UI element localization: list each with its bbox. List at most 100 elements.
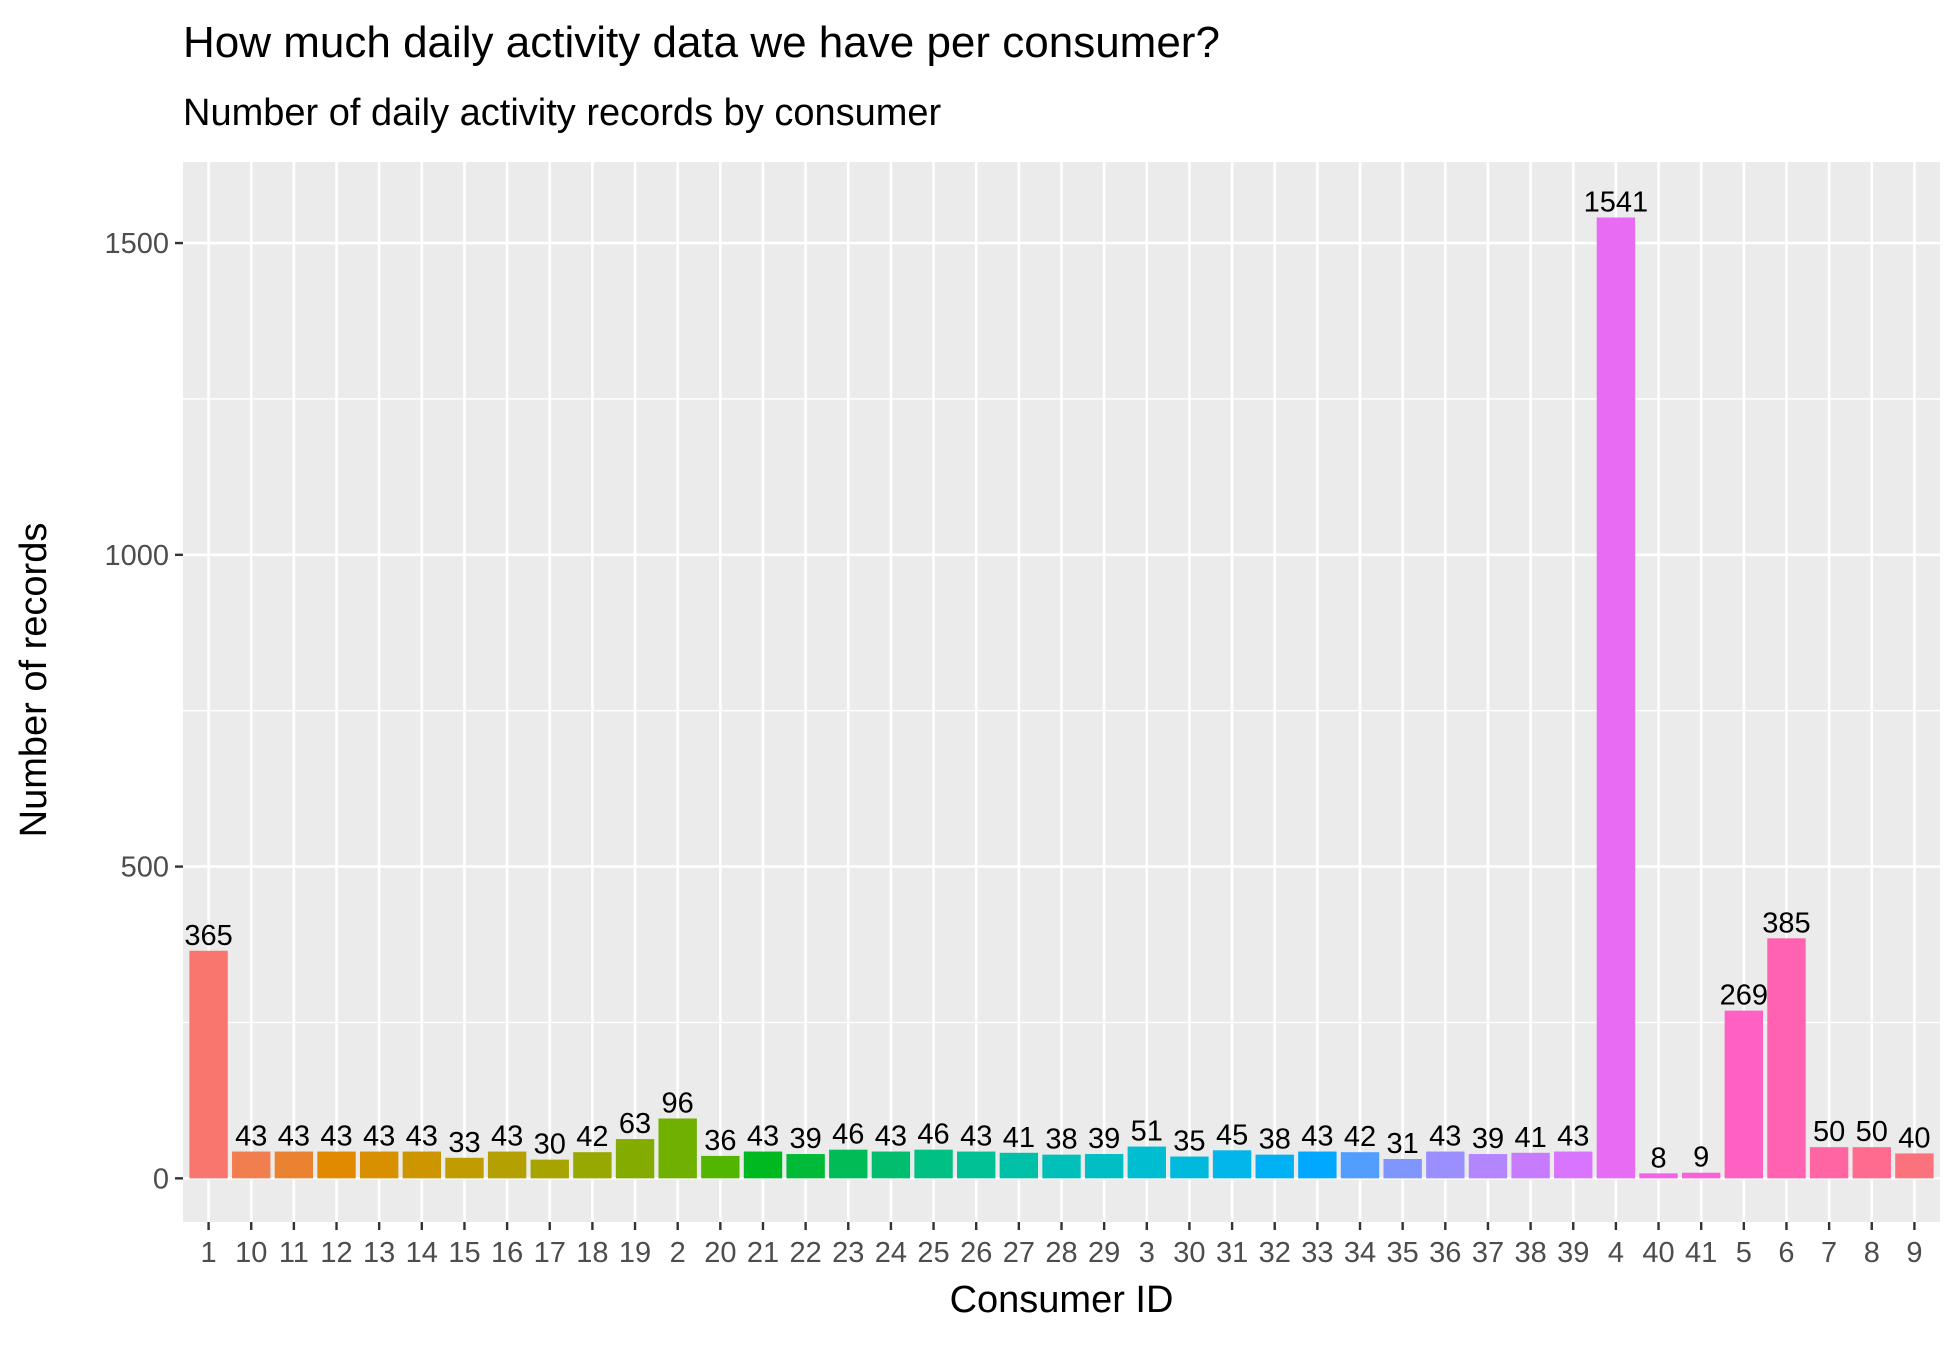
x-tick-label: 40 <box>1642 1237 1674 1269</box>
x-tick-label: 33 <box>1301 1237 1333 1269</box>
data-label: 63 <box>619 1108 651 1140</box>
x-tick-label: 35 <box>1387 1237 1419 1269</box>
data-label: 36 <box>704 1125 736 1157</box>
x-tick-label: 17 <box>534 1237 566 1269</box>
bar <box>1084 1154 1124 1179</box>
bar <box>1298 1151 1337 1179</box>
data-label: 9 <box>1693 1142 1709 1174</box>
x-tick-label: 16 <box>491 1237 523 1269</box>
x-tick-label: 20 <box>704 1237 736 1269</box>
x-tick-label: 4 <box>1608 1237 1624 1269</box>
bar <box>189 950 228 1179</box>
bar <box>829 1149 868 1179</box>
bar <box>1681 1172 1721 1179</box>
x-tick-label: 41 <box>1685 1237 1717 1269</box>
data-label: 38 <box>1259 1124 1291 1156</box>
y-tick-label: 1500 <box>104 228 169 260</box>
bar <box>786 1154 825 1179</box>
x-tick-label: 27 <box>1003 1237 1035 1269</box>
x-tick-label: 1 <box>201 1237 217 1269</box>
bar <box>487 1151 527 1179</box>
bar <box>871 1151 911 1179</box>
bar <box>1809 1147 1849 1179</box>
x-axis: 1 10 11 12 13 14 15 16 17 18 19 2 20 21 22 23 24 25 26 27 28… <box>201 1222 1922 1269</box>
x-tick-label: 25 <box>917 1237 949 1269</box>
bar <box>999 1152 1039 1179</box>
x-tick-label: 39 <box>1557 1237 1589 1269</box>
bar <box>914 1149 953 1179</box>
bar <box>1596 217 1636 1179</box>
data-label: 39 <box>1088 1123 1120 1155</box>
x-tick-label: 28 <box>1045 1237 1077 1269</box>
data-labels: 365 43 43 43 43 43 33 43 30 42 63 96 36 43 39 46 43 46 43 4… <box>184 186 1930 1174</box>
x-tick-label: 36 <box>1429 1237 1461 1269</box>
data-label: 30 <box>534 1129 566 1161</box>
x-tick-label: 13 <box>363 1237 395 1269</box>
bar <box>445 1157 484 1179</box>
x-tick-label: 11 <box>279 1237 309 1269</box>
x-tick-label: 18 <box>576 1237 608 1269</box>
x-axis-title: Consumer ID <box>950 1279 1174 1321</box>
x-tick-label: 14 <box>406 1237 438 1269</box>
bar <box>1852 1147 1891 1179</box>
bar <box>1767 938 1806 1179</box>
data-label: 35 <box>1173 1126 1205 1158</box>
chart-subtitle: Number of daily activity records by cons… <box>183 92 942 134</box>
data-label: 38 <box>1045 1124 1077 1156</box>
bar <box>1724 1010 1764 1179</box>
bar <box>1127 1146 1166 1179</box>
data-label: 41 <box>1003 1122 1035 1154</box>
bar <box>1511 1152 1550 1179</box>
data-label: 43 <box>875 1121 907 1153</box>
x-tick-label: 37 <box>1472 1237 1504 1269</box>
data-label: 43 <box>1429 1121 1461 1153</box>
bar <box>402 1151 442 1179</box>
bar <box>359 1151 399 1179</box>
bar <box>573 1152 612 1179</box>
data-label: 50 <box>1813 1116 1845 1148</box>
x-tick-label: 31 <box>1216 1237 1248 1269</box>
data-label: 40 <box>1898 1122 1930 1154</box>
x-tick-label: 6 <box>1778 1237 1794 1269</box>
x-tick-label: 30 <box>1173 1237 1205 1269</box>
major-gridlines-x <box>207 162 1916 1222</box>
data-label: 43 <box>1557 1121 1589 1153</box>
y-axis-title: Number of records <box>13 523 55 838</box>
x-tick-label: 29 <box>1088 1237 1120 1269</box>
data-label: 39 <box>1472 1123 1504 1155</box>
data-label: 43 <box>406 1121 438 1153</box>
data-label: 39 <box>789 1123 821 1155</box>
chart-title: How much daily activity data we have per… <box>183 18 1220 67</box>
data-label: 51 <box>1131 1116 1163 1148</box>
x-tick-label: 19 <box>619 1237 651 1269</box>
y-tick-label: 500 <box>121 852 169 884</box>
x-tick-label: 24 <box>875 1237 907 1269</box>
bar <box>530 1159 569 1179</box>
bar <box>1639 1173 1678 1179</box>
bar <box>743 1151 783 1179</box>
x-tick-label: 8 <box>1864 1237 1880 1269</box>
x-tick-label: 23 <box>832 1237 864 1269</box>
bar <box>1255 1154 1294 1179</box>
bar <box>1212 1150 1252 1179</box>
data-label: 43 <box>235 1121 267 1153</box>
x-tick-label: 2 <box>670 1237 686 1269</box>
data-label: 43 <box>278 1121 310 1153</box>
y-tick-label: 0 <box>153 1163 169 1195</box>
data-label: 8 <box>1650 1142 1666 1174</box>
bar <box>1042 1154 1081 1179</box>
y-tick-label: 1000 <box>104 540 169 572</box>
data-label: 42 <box>1344 1121 1376 1153</box>
x-tick-label: 5 <box>1736 1237 1752 1269</box>
data-label: 50 <box>1856 1116 1888 1148</box>
data-label: 385 <box>1762 907 1810 939</box>
data-label: 33 <box>448 1127 480 1159</box>
bars <box>189 217 1934 1179</box>
x-tick-label: 9 <box>1906 1237 1922 1269</box>
bar <box>615 1139 655 1179</box>
data-label: 365 <box>184 920 232 952</box>
bar <box>1383 1159 1422 1179</box>
bar <box>957 1151 996 1179</box>
data-label: 42 <box>576 1121 608 1153</box>
